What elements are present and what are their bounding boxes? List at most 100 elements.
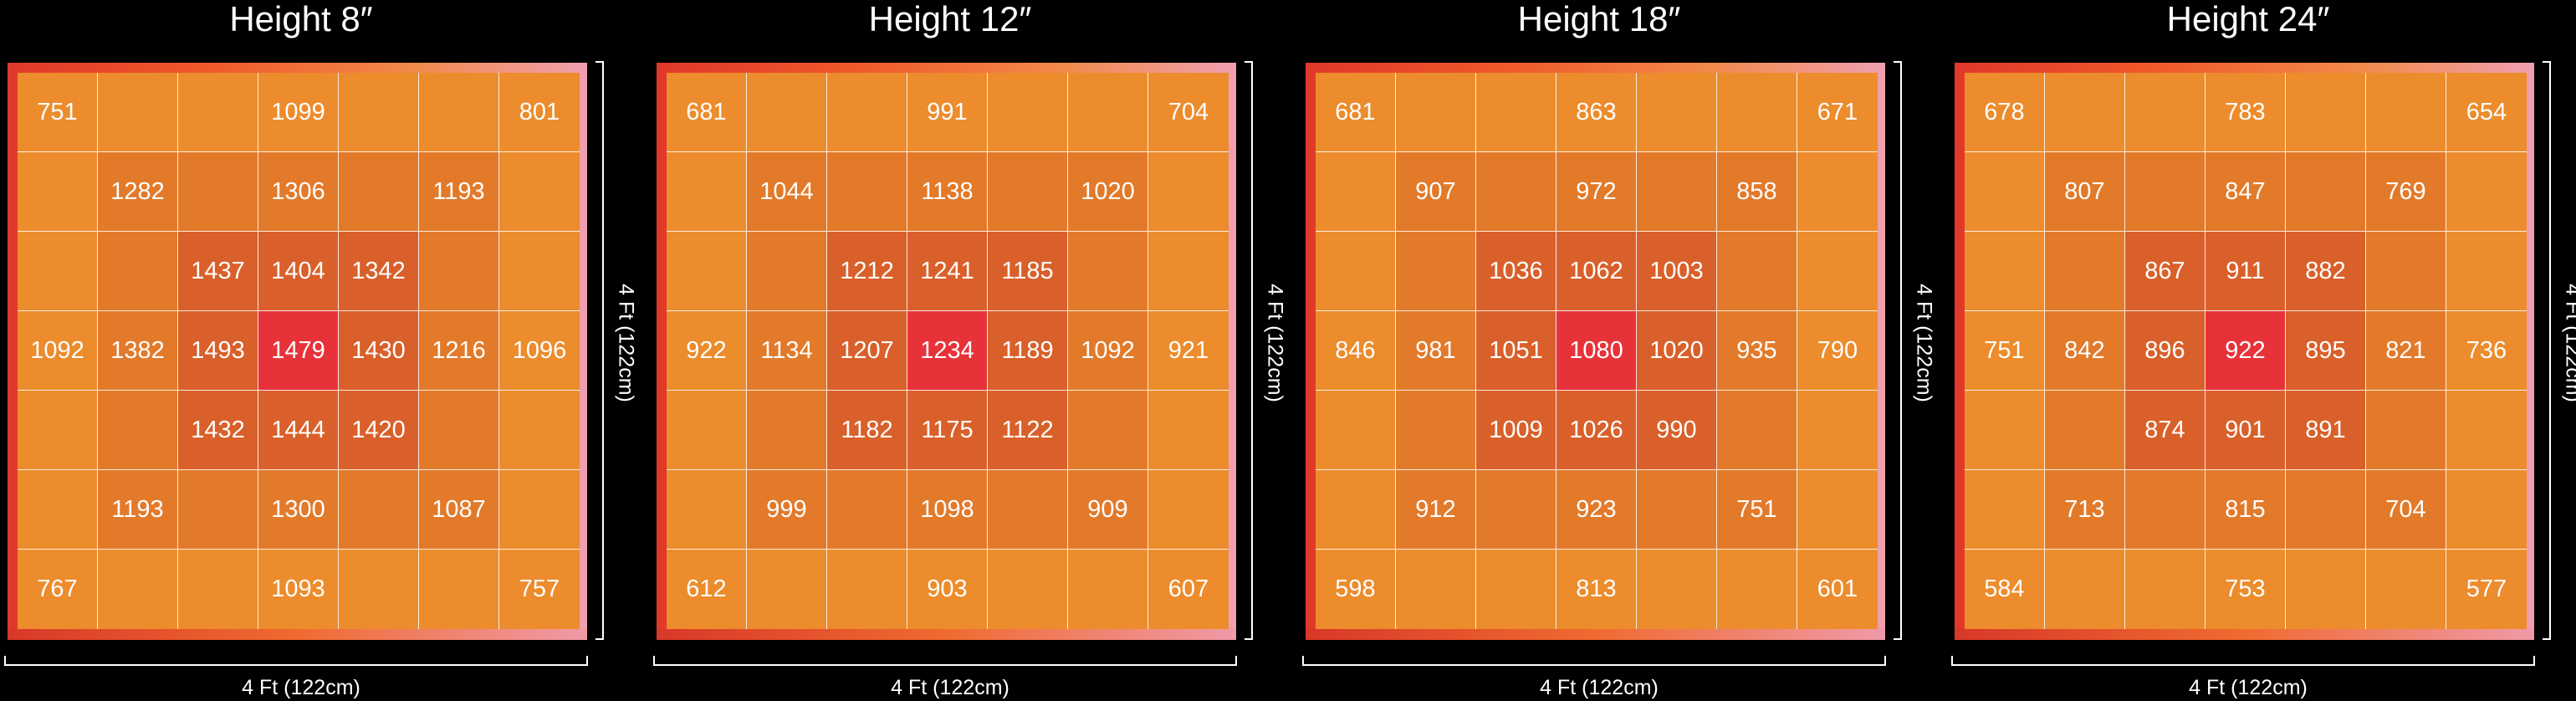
heatmap-cell [2125,152,2205,232]
heatmap-cell: 858 [1717,152,1797,232]
heatmap-cell: 1432 [178,391,258,470]
heatmap-cell [1797,470,1878,550]
heatmap-grid: 678 783 654 807 847 769 867 911 882 751 842 896 922 8… [1965,73,2527,629]
heatmap-cell [1965,232,2045,311]
heatmap-cell: 847 [2205,152,2286,232]
heatmap-cell [499,470,580,550]
heatmap-cell [1068,391,1148,470]
heatmap-panel-height-8: Height 8″ 751 1099 801 1282 1306 1193 1437 1404… [0,0,638,701]
heatmap-cell: 612 [667,550,747,629]
heatmap-cell: 1212 [827,232,907,311]
heatmap-cell [339,550,419,629]
heatmap-cell [98,232,178,311]
panel-title: Height 18″ [1517,0,1681,38]
heatmap-cell: 1430 [339,311,419,391]
heatmap-cell [2366,550,2446,629]
heatmap-cell: 991 [907,73,988,152]
heatmap-cell: 842 [2045,311,2125,391]
height-bracket [2543,61,2551,640]
heatmap-cell: 1234 [907,311,988,391]
heatmap-cell [1476,152,1556,232]
heatmap-cell [1148,152,1229,232]
heatmap-cell: 1044 [747,152,827,232]
heatmap-cell: 1009 [1476,391,1556,470]
heatmap-cell: 972 [1556,152,1637,232]
heatmap-cell: 1185 [988,232,1068,311]
heatmap-cell [2366,391,2446,470]
heatmap-cell: 1189 [988,311,1068,391]
heatmap-cell [747,391,827,470]
heatmap-cell: 903 [907,550,988,629]
heatmap-cell: 1342 [339,232,419,311]
heatmap-cell: 1300 [258,470,339,550]
heatmap-cell [827,73,907,152]
heatmap-cell [2286,470,2366,550]
heatmap-cell: 874 [2125,391,2205,470]
heatmap-cell [18,232,98,311]
heatmap-cell: 1098 [907,470,988,550]
heatmap-cell [1148,232,1229,311]
y-axis-label: 4 Ft (122cm) [2561,284,2576,402]
heatmap-cell: 1437 [178,232,258,311]
heatmap-cell: 607 [1148,550,1229,629]
heatmap-cell: 753 [2205,550,2286,629]
heatmap-cell [419,550,499,629]
heatmap-cell [1316,391,1396,470]
x-axis-label: 4 Ft (122cm) [242,676,360,699]
heatmap-cell [2446,470,2527,550]
heatmap-cell: 584 [1965,550,2045,629]
heatmap-cell: 1122 [988,391,1068,470]
heatmap-cell [2286,152,2366,232]
heatmap-cell [827,470,907,550]
heatmap-cell: 801 [499,73,580,152]
heatmap-cell: 891 [2286,391,2366,470]
heatmap-cell [1717,232,1797,311]
heatmap-cell: 601 [1797,550,1878,629]
heatmap-cell [2125,73,2205,152]
heatmap-cell: 736 [2446,311,2527,391]
heatmap-cell [747,73,827,152]
heatmap-cell [499,232,580,311]
heatmap-cell [988,73,1068,152]
heatmap-cell: 681 [667,73,747,152]
heatmap-cell [667,152,747,232]
heatmap-cell: 911 [2205,232,2286,311]
heatmap-cell [178,550,258,629]
y-axis-label: 4 Ft (122cm) [614,284,638,402]
heatmap-cell: 577 [2446,550,2527,629]
heatmap-cell: 1404 [258,232,339,311]
height-bracket [595,61,604,640]
heatmap-cell: 1241 [907,232,988,311]
heatmap-cell: 1080 [1556,311,1637,391]
heatmap-cell [419,391,499,470]
heatmap-cell [667,391,747,470]
heatmap-cell [1637,152,1717,232]
heatmap-cell: 922 [667,311,747,391]
heatmap-cell: 671 [1797,73,1878,152]
heatmap-cell: 757 [499,550,580,629]
heatmap-cell: 1444 [258,391,339,470]
heatmap-cell: 846 [1316,311,1396,391]
heatmap-cell: 1306 [258,152,339,232]
heatmap-cell [1316,470,1396,550]
heatmap-cell [1476,550,1556,629]
heatmap-cell [1717,550,1797,629]
width-bracket [1951,656,2535,666]
heatmap-cell [339,73,419,152]
heatmap-cell [2125,470,2205,550]
heatmap-cell: 912 [1396,470,1476,550]
heatmap-cell: 1096 [499,311,580,391]
heatmap-cell: 598 [1316,550,1396,629]
height-bracket [1894,61,1902,640]
heatmap-cell: 1099 [258,73,339,152]
heatmap-cell [1637,73,1717,152]
heatmap-cell: 678 [1965,73,2045,152]
heatmap-cell: 681 [1316,73,1396,152]
heatmap-cell: 1134 [747,311,827,391]
heatmap-cell: 882 [2286,232,2366,311]
heatmap-cell [988,152,1068,232]
heatmap-cell: 999 [747,470,827,550]
heatmap-cell [1965,470,2045,550]
heatmap-cell [2045,232,2125,311]
heatmap-cell: 1207 [827,311,907,391]
